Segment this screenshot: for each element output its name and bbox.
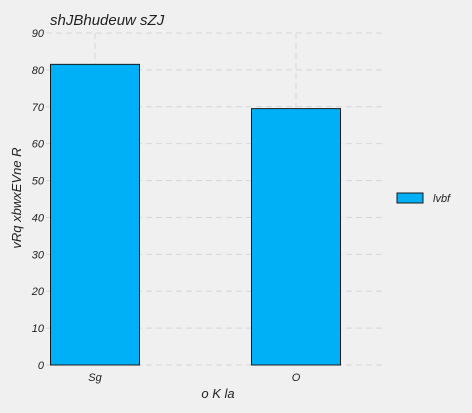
legend-label: lvbf: [433, 193, 451, 205]
y-tick-label: 60: [32, 139, 45, 151]
y-tick-label: 10: [32, 323, 45, 335]
chart-title: shJBhudeuw sZJ: [50, 12, 165, 29]
y-tick-label: 30: [32, 249, 45, 261]
bars: [50, 63, 341, 366]
x-tick-label: Sg: [88, 372, 102, 384]
x-tick-label: O: [292, 372, 301, 384]
y-tick-label: 80: [32, 65, 45, 77]
x-axis-label: o K la: [201, 386, 234, 401]
y-tick-label: 90: [32, 28, 45, 40]
y-tick-label: 70: [32, 102, 45, 114]
bar-Sg: [50, 63, 140, 366]
y-tick-label: 20: [31, 286, 45, 298]
y-tick-label: 0: [38, 360, 45, 372]
y-tick-labels: 0 10 20 30 40 50 60 70 80 90: [31, 28, 45, 372]
legend: lvbf: [396, 192, 451, 205]
x-tick-labels: Sg O: [88, 372, 300, 384]
y-tick-label: 50: [32, 176, 45, 188]
legend-swatch: [396, 192, 424, 204]
y-axis-label: vRq xbwxEVne R: [9, 147, 24, 248]
y-tick-label: 40: [32, 212, 45, 224]
bar-O: [251, 108, 341, 366]
